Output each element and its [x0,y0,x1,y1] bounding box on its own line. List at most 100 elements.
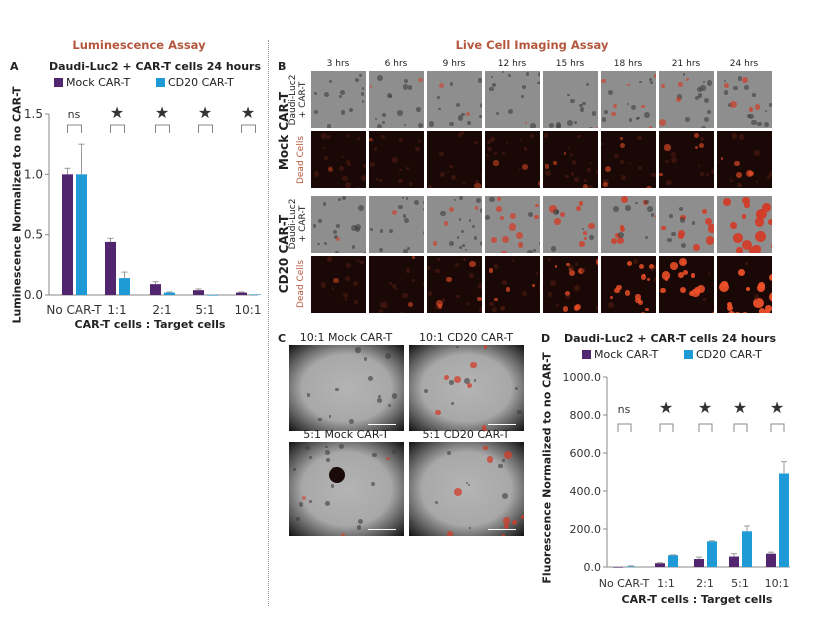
y-tick-label: 800.0 [570,409,602,422]
microscopy-image-cd20-dead-cells [601,256,656,313]
legend-label-mock: Mock CAR-T [66,76,131,89]
significance-bracket [155,124,170,133]
image-label: 10:1 Mock CAR-T [299,331,393,344]
y-tick-label: 0.5 [24,228,43,242]
bar-cd20 [76,174,87,295]
significance-bracket [770,423,785,432]
significance-label: ★ [110,103,124,122]
panel-c-letter: C [278,332,287,345]
scale-bar [488,424,516,425]
imaging-section-title: Live Cell Imaging Assay [455,38,609,52]
significance-bracket [659,423,674,432]
image-label: 10:1 CD20 CAR-T [419,331,513,344]
microscopy-image-mock-dead-cells [659,131,714,188]
microscopy-image-mock-brightfield [601,71,656,128]
y-tick-label: 1000.0 [563,371,602,384]
y-tick-label: 1.0 [24,167,43,181]
chart-a: 0.0 0.5 1.0 1.5 No CAR-T ns 1:1 ★ 2:1 ★ 5:1 ★ 10:1 ★ [24,103,262,317]
y-tick-label: 1.5 [24,107,43,121]
significance-label: ★ [733,398,747,417]
x-tick-label: 1:1 [107,303,126,317]
microscopy-image-mock [289,442,404,536]
image-label: 5:1 CD20 CAR-T [422,428,510,441]
bar-cd20 [119,278,130,295]
x-tick-label: No CAR-T [46,303,102,317]
chart-a-title: Daudi-Luc2 + CAR-T cells 24 hours [48,60,262,73]
microscopy-image-cd20-brightfield [427,196,482,253]
chart-d-title: Daudi-Luc2 + CAR-T cells 24 hours [563,332,777,345]
significance-label: ★ [241,103,255,122]
microscopy-image-cd20-brightfield [311,196,366,253]
bar-mock [150,284,161,295]
timepoint-label: 15 hrs [555,59,585,69]
significance-bracket [67,124,82,133]
timepoint-label: 21 hrs [671,59,701,69]
image-label: 5:1 Mock CAR-T [303,428,389,441]
microscopy-image-cd20-brightfield [485,196,540,253]
timepoint-label: 6 hrs [384,59,408,69]
bar-mock [236,292,247,295]
legend-label-mock: Mock CAR-T [594,348,659,361]
x-tick-label: 5:1 [195,303,214,317]
bar-mock [655,563,665,567]
timepoint-label: 9 hrs [442,59,466,69]
legend-swatch-cd20 [684,350,693,359]
microscopy-image-cd20-brightfield [369,196,424,253]
bar-cd20 [779,473,789,567]
microscopy-image-mock-dead-cells [601,131,656,188]
bar-mock [613,567,623,568]
chart-d-legend-mock: Mock CAR-T [582,348,658,361]
bar-cd20 [207,295,218,296]
x-tick-label: 2:1 [696,577,714,590]
microscopy-image-cd20-dead-cells [369,256,424,313]
chart-a-xlabel: CAR-T cells : Target cells [74,318,226,331]
bar-mock [766,553,776,567]
microscopy-image-mock-brightfield [543,71,598,128]
scale-bar [368,529,396,530]
y-tick-label: 600.0 [570,447,602,460]
significance-label: ★ [770,398,784,417]
chart-d: 0.0 200.0 400.0 600.0 800.0 1000.0 No CAR-T ns 1… [563,371,790,590]
legend-label-cd20: CD20 CAR-T [168,76,234,89]
x-tick-label: 10:1 [235,303,262,317]
y-tick-label: 400.0 [570,485,602,498]
significance-label: ★ [155,103,169,122]
y-tick-label: 200.0 [570,523,602,536]
chart-d-legend-cd20: CD20 CAR-T [684,348,762,361]
bar-mock [62,174,73,295]
microscopy-image-mock-dead-cells [543,131,598,188]
x-tick-label: 5:1 [731,577,749,590]
microscopy-image-mock-brightfield [659,71,714,128]
legend-label-cd20: CD20 CAR-T [696,348,762,361]
legend-swatch-mock [54,78,63,87]
microscopy-image-cd20-dead-cells [485,256,540,313]
scale-bar [368,424,396,425]
bar-mock [193,290,204,295]
microscopy-image-mock-dead-cells [717,131,772,188]
bar-mock [729,556,739,567]
significance-label: ns [68,108,81,121]
significance-label: ★ [659,398,673,417]
microscopy-image-cd20 [409,442,524,536]
significance-bracket [110,124,125,133]
significance-bracket [733,423,748,432]
chart-d-xlabel: CAR-T cells : Target cells [621,593,773,606]
legend-swatch-mock [582,350,591,359]
microscopy-image-cd20-dead-cells [427,256,482,313]
bar-cd20 [707,541,717,567]
bar-mock [105,241,116,295]
microscopy-image-mock-dead-cells [369,131,424,188]
x-tick-label: 10:1 [765,577,790,590]
microscopy-image-cd20-brightfield [601,196,656,253]
microscopy-image-mock-brightfield [485,71,540,128]
microscopy-image-cd20 [409,345,524,431]
significance-label: ★ [198,103,212,122]
bar-cd20 [250,294,261,295]
significance-bracket [617,423,632,432]
panel-a-letter: A [10,60,19,73]
y-tick-label: 0.0 [584,561,602,574]
microscopy-image-mock-dead-cells [311,131,366,188]
bar-cd20 [626,566,636,568]
bar-cd20 [742,531,752,567]
